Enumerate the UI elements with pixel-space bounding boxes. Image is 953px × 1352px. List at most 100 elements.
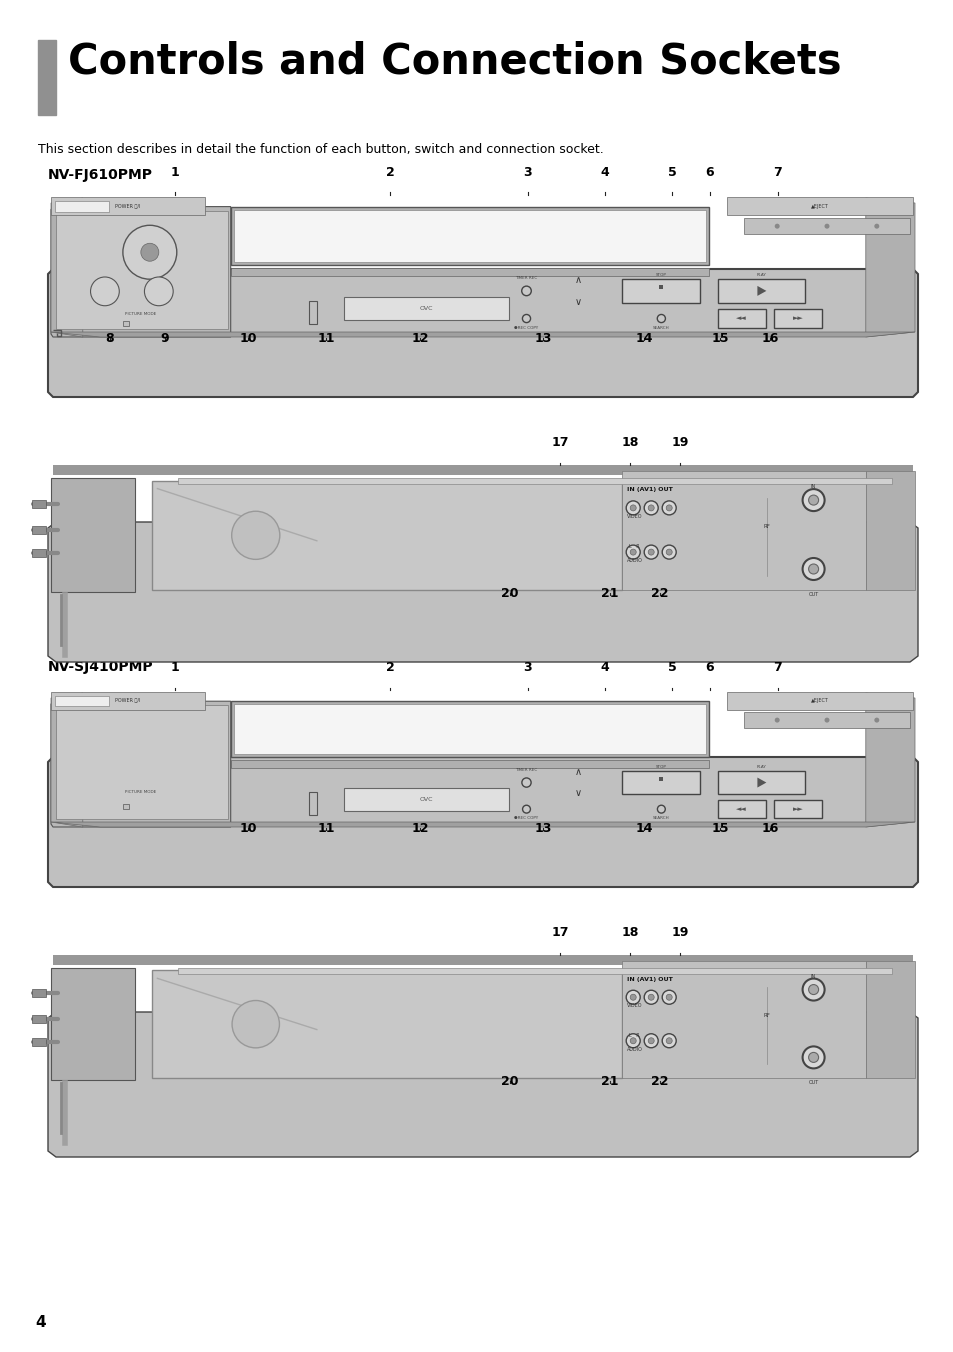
Circle shape <box>521 777 531 787</box>
Bar <box>53 465 912 476</box>
Text: ►►: ►► <box>792 315 803 322</box>
Polygon shape <box>51 333 914 337</box>
Text: 20: 20 <box>500 1075 518 1088</box>
Bar <box>774 799 821 818</box>
Bar <box>53 955 912 965</box>
Bar <box>743 218 909 234</box>
Bar <box>718 771 804 794</box>
Bar <box>32 1015 46 1023</box>
Text: 7: 7 <box>773 661 781 675</box>
Bar <box>152 971 621 1078</box>
Bar <box>231 207 708 265</box>
Bar <box>51 479 135 592</box>
Text: L   R: L R <box>629 1033 639 1038</box>
Circle shape <box>665 504 672 511</box>
Bar <box>343 297 509 320</box>
Text: 18: 18 <box>620 435 638 449</box>
Text: 16: 16 <box>760 822 778 836</box>
Bar <box>621 472 865 589</box>
Bar <box>726 692 912 710</box>
Circle shape <box>801 979 823 1000</box>
Text: 7: 7 <box>773 166 781 178</box>
Text: NV-FJ610PMP: NV-FJ610PMP <box>48 168 152 183</box>
Circle shape <box>630 504 636 511</box>
Text: 17: 17 <box>551 926 568 940</box>
Circle shape <box>808 564 818 575</box>
Text: 2: 2 <box>385 166 394 178</box>
Circle shape <box>774 223 779 228</box>
Circle shape <box>808 984 818 995</box>
Bar <box>51 197 204 215</box>
Circle shape <box>665 549 672 556</box>
Text: ●REC COPY: ●REC COPY <box>514 326 538 330</box>
Text: PLAY: PLAY <box>756 765 765 769</box>
Text: 1: 1 <box>171 166 179 178</box>
Text: 14: 14 <box>635 822 652 836</box>
Text: 19: 19 <box>671 435 688 449</box>
Text: 5: 5 <box>667 166 676 178</box>
Text: Controls and Connection Sockets: Controls and Connection Sockets <box>68 41 841 82</box>
Bar <box>621 771 700 794</box>
Text: 22: 22 <box>651 587 668 600</box>
Text: 15: 15 <box>711 822 728 836</box>
Polygon shape <box>51 822 914 827</box>
Polygon shape <box>51 207 231 337</box>
Bar <box>123 804 129 810</box>
Circle shape <box>661 500 676 515</box>
Circle shape <box>657 806 664 813</box>
Bar <box>32 1038 46 1046</box>
Circle shape <box>647 549 654 556</box>
Circle shape <box>823 718 828 722</box>
Polygon shape <box>865 197 914 337</box>
Circle shape <box>232 1000 279 1048</box>
Circle shape <box>657 315 665 323</box>
Bar <box>659 285 662 289</box>
Bar <box>718 799 765 818</box>
Text: TIMER REC: TIMER REC <box>515 768 537 772</box>
Text: OVC: OVC <box>419 306 433 311</box>
Circle shape <box>232 511 279 560</box>
Bar <box>32 990 46 998</box>
Text: 4: 4 <box>600 166 609 178</box>
Circle shape <box>141 243 158 261</box>
Text: ●REC COPY: ●REC COPY <box>514 817 538 821</box>
Text: VIDEO: VIDEO <box>626 514 642 519</box>
Circle shape <box>521 287 531 296</box>
Text: 1: 1 <box>171 661 179 675</box>
Text: 13: 13 <box>534 822 551 836</box>
Bar <box>51 692 204 710</box>
Bar <box>865 961 914 1078</box>
Circle shape <box>647 994 654 1000</box>
Circle shape <box>801 558 823 580</box>
Bar <box>621 961 865 1078</box>
Circle shape <box>647 504 654 511</box>
Text: POWER ⏻/I: POWER ⏻/I <box>115 204 140 208</box>
Text: 11: 11 <box>317 333 335 345</box>
Text: NV-SJ410PMP: NV-SJ410PMP <box>48 660 153 675</box>
Text: 17: 17 <box>551 435 568 449</box>
Text: ∧: ∧ <box>575 767 581 777</box>
Bar <box>123 322 129 326</box>
Bar <box>231 268 708 276</box>
Bar <box>32 500 46 508</box>
Text: 20: 20 <box>500 587 518 600</box>
Text: 15: 15 <box>711 333 728 345</box>
Bar <box>774 308 821 329</box>
Circle shape <box>144 277 173 306</box>
Bar <box>233 210 705 261</box>
Bar <box>726 197 912 215</box>
Circle shape <box>665 994 672 1000</box>
Text: IN: IN <box>810 484 816 489</box>
Text: RF: RF <box>762 1013 769 1018</box>
Text: PICTURE MODE: PICTURE MODE <box>125 311 156 315</box>
Bar <box>178 479 891 484</box>
Polygon shape <box>51 694 83 827</box>
Text: This section describes in detail the function of each button, switch and connect: This section describes in detail the fun… <box>38 143 603 155</box>
Text: VIDEO: VIDEO <box>626 1003 642 1009</box>
Bar <box>178 968 891 975</box>
Circle shape <box>873 223 879 228</box>
Text: ∧: ∧ <box>575 274 581 285</box>
Bar <box>621 279 700 303</box>
Circle shape <box>522 806 530 813</box>
Bar <box>659 777 662 781</box>
